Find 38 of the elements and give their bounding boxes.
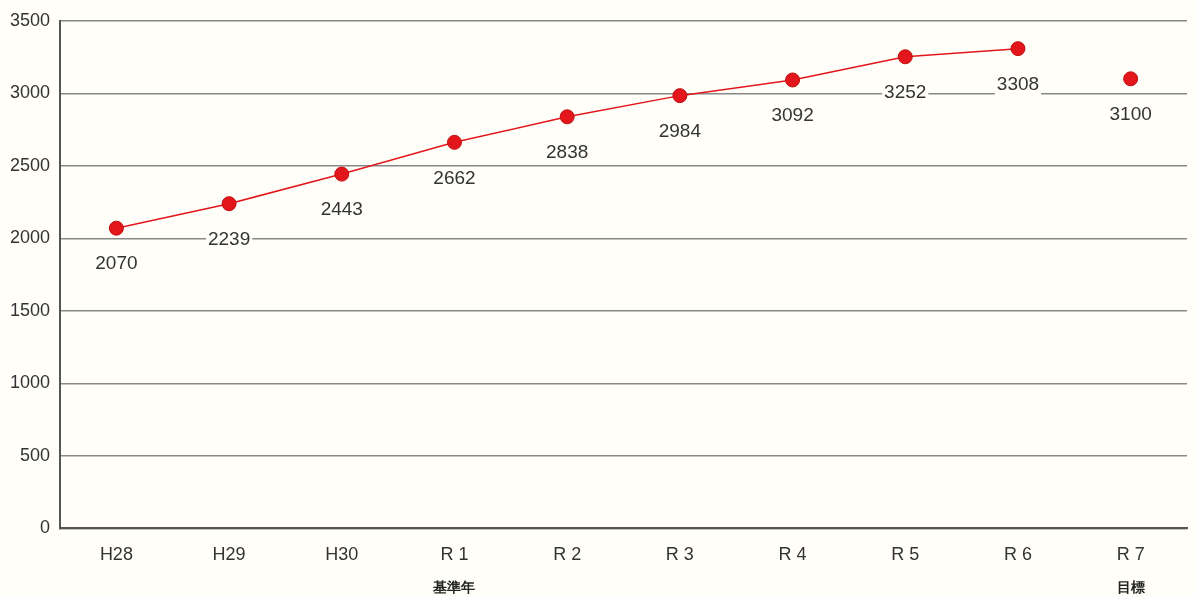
data-label: 3308 bbox=[996, 72, 1040, 94]
x-tick-label: R 6 bbox=[1003, 544, 1032, 565]
y-tick-label: 1500 bbox=[10, 299, 51, 320]
data-label: 2662 bbox=[433, 166, 476, 188]
y-tick-label: 3500 bbox=[10, 9, 51, 30]
point bbox=[108, 220, 124, 236]
point bbox=[897, 49, 913, 65]
data-label: 3092 bbox=[771, 104, 814, 126]
category-label: R 1 基準年 bbox=[433, 544, 476, 596]
point bbox=[559, 109, 575, 125]
x-tick-label: R 3 bbox=[665, 544, 694, 565]
data-label: 3252 bbox=[884, 81, 927, 102]
data-label: 3100 bbox=[1109, 103, 1152, 125]
x-tick-label: R 5 bbox=[891, 544, 920, 565]
x-tick-label: R 4 bbox=[778, 544, 807, 565]
y-tick-label: 0 bbox=[40, 517, 51, 538]
point bbox=[672, 88, 688, 104]
data-label: 2443 bbox=[320, 198, 363, 220]
x-tick-label: H30 bbox=[325, 544, 359, 565]
data-label: 2070 bbox=[95, 252, 138, 274]
point bbox=[785, 72, 801, 88]
point bbox=[1010, 41, 1026, 57]
y-tick-label: 3000 bbox=[10, 82, 51, 103]
data-label: 2239 bbox=[207, 227, 251, 249]
y-tick-label: 2000 bbox=[10, 227, 51, 248]
point bbox=[334, 166, 350, 182]
point bbox=[1123, 71, 1139, 87]
x-tick-label: H28 bbox=[99, 544, 133, 565]
point bbox=[446, 134, 462, 150]
y-tick-label: 500 bbox=[20, 444, 51, 465]
data-label: 2984 bbox=[658, 119, 702, 141]
y-tick-label: 1000 bbox=[10, 372, 51, 393]
y-tick-label: 2500 bbox=[10, 154, 51, 175]
x-tick-label: H29 bbox=[212, 544, 246, 565]
data-label: 2838 bbox=[546, 141, 589, 163]
x-tick-label: R 2 bbox=[553, 544, 582, 565]
category-label: R 7 目標 bbox=[1116, 544, 1145, 596]
point bbox=[221, 196, 237, 212]
